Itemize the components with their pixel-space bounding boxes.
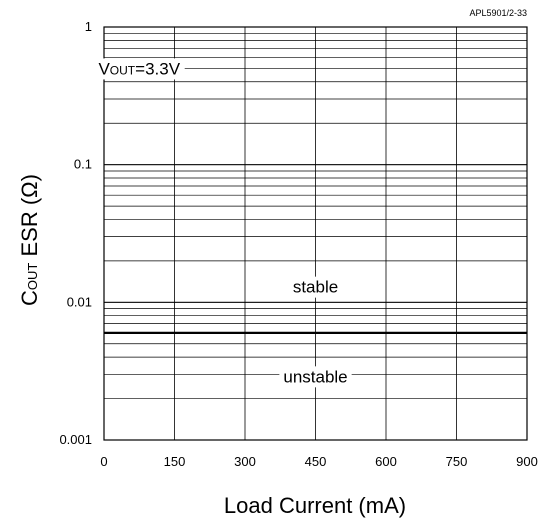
unstable-annotation-bg [279,366,352,388]
y-axis-title-rest: ESR (Ω) [17,174,42,263]
reference-code: APL5901/2-33 [469,8,527,18]
condition-annotation-text: VOUT=3.3V [98,59,180,78]
plot-frame [103,26,528,441]
x-tick-label: 600 [375,454,397,469]
x-tick-label: 300 [234,454,256,469]
tick-labels: 0 150 300 450 600 750 900 1 0.1 0.01 0.001 [59,19,537,469]
y-axis-title: COUT ESR (Ω) [17,174,42,306]
y-tick-label: 0.001 [59,432,92,447]
condition-annotation-bg [94,58,185,80]
stable-annotation: stable [288,276,343,298]
x-tick-label: 900 [516,454,538,469]
y-tick-label: 1 [85,19,92,34]
x-tick-label: 750 [446,454,468,469]
stable-label: stable [293,278,338,297]
condition-rest: =3.3V [135,59,181,78]
x-tick-label: 150 [164,454,186,469]
y-axis-title-prefix: C [17,290,42,306]
y-tick-label: 0.01 [67,294,92,309]
y-tick-label: 0.1 [74,157,92,172]
y-axis-title-subscript: OUT [25,263,40,291]
unstable-label: unstable [283,367,347,386]
unstable-annotation: unstable [279,366,352,388]
condition-annotation: VOUT=3.3V [94,58,185,80]
x-tick-label: 0 [100,454,107,469]
x-axis-title: Load Current (mA) [224,493,406,518]
x-tick-label: 450 [305,454,327,469]
condition-main: V [98,59,110,78]
stable-annotation-bg [288,276,343,298]
condition-subscript: OUT [110,63,136,77]
